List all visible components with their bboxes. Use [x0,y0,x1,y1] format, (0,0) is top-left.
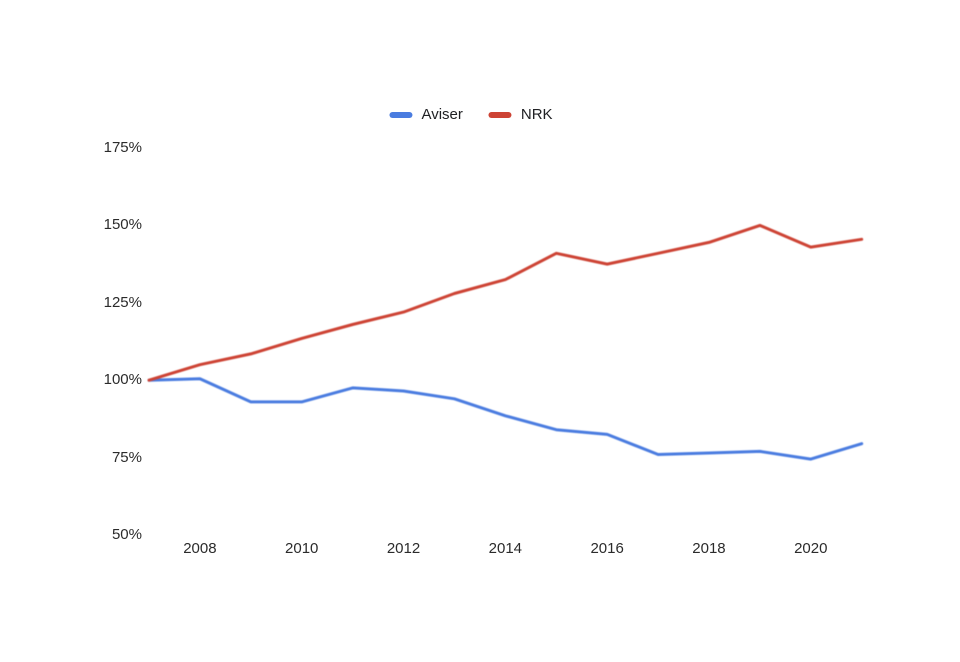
y-axis-tick-label: 150% [103,216,142,234]
legend-label-nrk: NRK [520,106,553,123]
y-axis-tick-label: 100% [103,371,142,389]
aviser-series-swatch-icon [389,112,413,118]
x-axis-tick-label: 2016 [590,540,624,557]
x-axis-tick-label: 2020 [794,540,828,557]
x-axis-tick-label: 2018 [692,540,726,557]
legend-label-aviser: Aviser [421,106,463,123]
y-axis-tick-label: 50% [111,526,142,543]
aviser-series-line [147,377,864,461]
x-axis-tick-label: 2014 [488,540,523,557]
chart-legend: Aviser NRK [389,105,553,125]
legend-item-aviser: Aviser [389,105,463,125]
y-axis-tick-label: 125% [103,293,142,311]
y-axis-tick-label: 175% [103,139,142,156]
y-axis-tick-label: 75% [111,448,142,466]
legend-item-nrk: NRK [488,105,553,125]
x-axis-tick-label: 2012 [386,540,421,557]
x-axis-tick-label: 2010 [285,540,319,557]
nrk-series-line [147,223,864,382]
nrk-series-swatch-icon [488,112,512,118]
x-axis-tick-label: 2008 [183,540,217,557]
